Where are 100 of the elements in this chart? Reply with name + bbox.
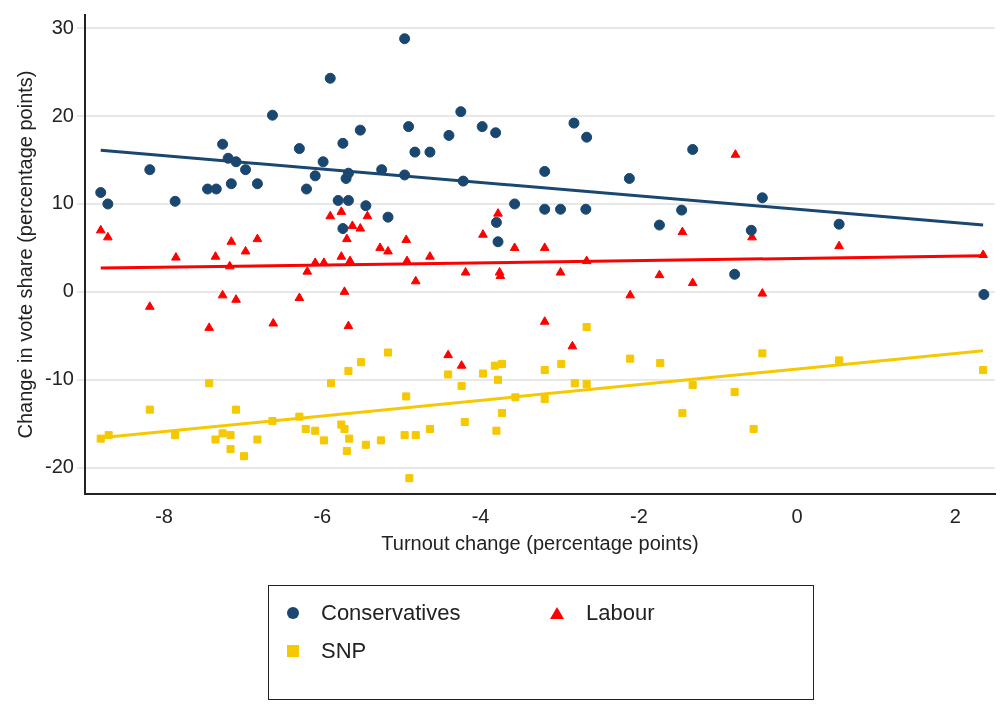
- point: [425, 251, 435, 260]
- point: [835, 356, 844, 365]
- point: [294, 292, 305, 302]
- point: [409, 146, 421, 158]
- point: [360, 200, 372, 212]
- point: [582, 322, 591, 332]
- x-tick-label: -6: [313, 504, 332, 527]
- point: [337, 137, 349, 149]
- point: [268, 417, 277, 426]
- point: [204, 322, 214, 331]
- point: [497, 409, 506, 418]
- point: [171, 431, 180, 440]
- point: [268, 317, 279, 327]
- point: [226, 236, 237, 245]
- point: [626, 354, 635, 363]
- x-tick-label: 0: [791, 504, 803, 527]
- point: [540, 395, 549, 404]
- point: [295, 412, 304, 421]
- point: [745, 224, 757, 236]
- point: [555, 267, 566, 276]
- point: [457, 381, 466, 390]
- point: [460, 417, 469, 426]
- point: [325, 210, 336, 220]
- point: [758, 349, 767, 358]
- point: [443, 129, 455, 141]
- point: [339, 286, 350, 295]
- point: [405, 474, 414, 483]
- point: [654, 269, 665, 279]
- point: [253, 435, 262, 444]
- point: [490, 361, 499, 370]
- point: [252, 233, 263, 243]
- point: [493, 375, 503, 384]
- y-tick-label: -20: [45, 455, 74, 478]
- y-tick-label: 20: [51, 103, 74, 126]
- point: [410, 275, 421, 285]
- point: [211, 435, 220, 444]
- y-tick-label: 30: [51, 15, 74, 38]
- point: [677, 226, 688, 236]
- legend-label: Conservatives: [321, 600, 461, 626]
- point: [656, 359, 665, 368]
- point: [319, 436, 328, 445]
- point: [444, 370, 453, 379]
- point: [730, 149, 741, 158]
- point: [411, 431, 420, 440]
- point: [490, 127, 502, 139]
- point: [582, 380, 591, 389]
- point: [311, 426, 320, 435]
- point: [567, 340, 578, 350]
- point: [342, 167, 354, 179]
- point: [424, 146, 436, 158]
- point: [95, 224, 106, 234]
- point: [455, 106, 467, 118]
- point: [678, 409, 687, 418]
- point: [729, 268, 741, 280]
- point: [757, 288, 768, 297]
- point: [317, 156, 329, 168]
- point: [336, 206, 347, 215]
- point: [340, 424, 349, 433]
- point: [345, 434, 354, 443]
- point: [402, 392, 411, 401]
- point: [978, 249, 988, 258]
- point: [749, 424, 758, 433]
- point: [399, 169, 411, 181]
- point: [623, 172, 635, 184]
- point: [169, 195, 181, 207]
- point: [226, 431, 235, 440]
- point: [342, 194, 354, 206]
- point: [490, 216, 502, 228]
- point: [210, 251, 221, 260]
- point: [687, 143, 699, 155]
- point: [324, 72, 336, 84]
- y-tick-label: 10: [51, 191, 74, 214]
- point: [478, 229, 488, 238]
- point: [403, 121, 415, 133]
- point: [539, 203, 551, 215]
- point: [217, 138, 229, 150]
- point: [457, 175, 469, 187]
- point: [557, 359, 566, 368]
- x-tick-label: -4: [471, 504, 490, 527]
- point: [456, 360, 467, 369]
- point: [361, 440, 370, 449]
- point: [226, 445, 235, 454]
- point: [625, 289, 635, 299]
- point: [103, 231, 113, 241]
- x-axis-title: Turnout change (percentage points): [381, 531, 699, 554]
- point: [240, 245, 251, 255]
- point: [676, 204, 688, 216]
- point: [833, 218, 845, 230]
- point: [347, 220, 358, 229]
- point: [539, 242, 550, 251]
- point: [145, 405, 154, 414]
- point: [251, 178, 263, 190]
- point: [376, 164, 388, 176]
- point: [568, 117, 580, 129]
- point: [978, 288, 990, 300]
- point: [730, 388, 739, 397]
- point: [460, 267, 471, 276]
- point: [570, 379, 579, 388]
- point: [555, 203, 567, 215]
- point: [225, 178, 237, 190]
